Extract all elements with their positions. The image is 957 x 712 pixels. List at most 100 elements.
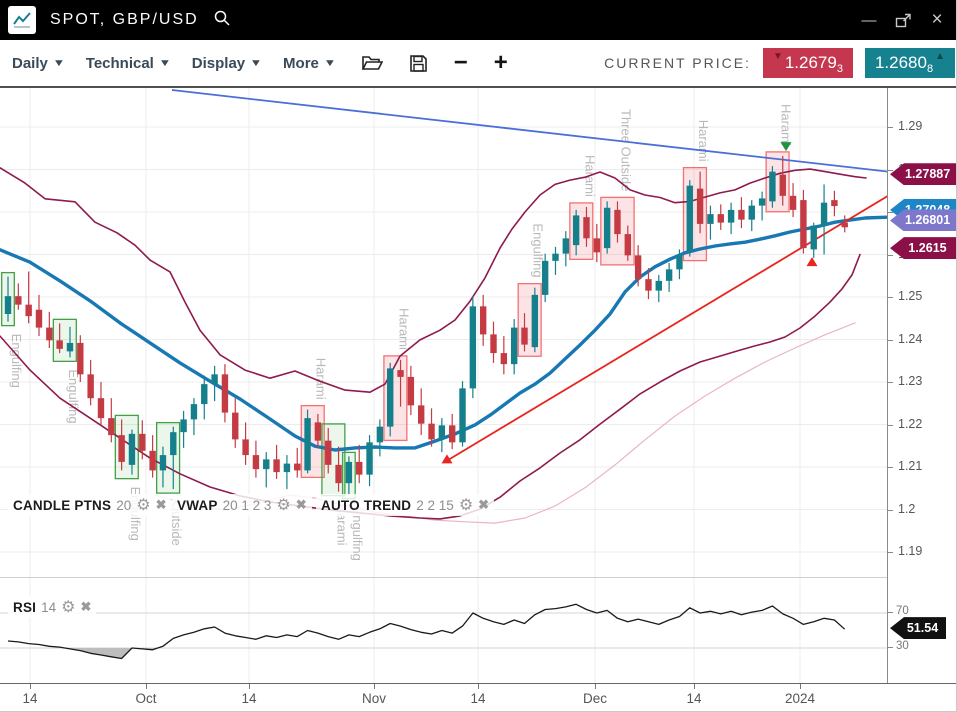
price-axis[interactable]: 1.291.281.271.261.251.241.231.221.211.21… (887, 88, 956, 683)
candle-body (170, 432, 177, 456)
candle-body (325, 440, 332, 465)
gear-icon[interactable]: ⚙ (136, 497, 151, 514)
time-axis[interactable]: 14 Oct 14 Nov 14 Dec 14 2024 (0, 683, 956, 711)
time-tick (694, 684, 695, 689)
price-tag-badge[interactable]: 1.2615 (890, 237, 956, 260)
more-dropdown[interactable]: More ▼ (283, 54, 337, 72)
bid-price-value: 1.2679 (784, 53, 837, 72)
time-tick-label: 14 (241, 691, 257, 706)
indicator-line (0, 253, 861, 520)
ask-price-badge[interactable]: 1.2680 8 ▲ (864, 48, 955, 78)
price-tick (888, 212, 893, 213)
arrow-down-icon: ▼ (772, 51, 783, 62)
remove-icon[interactable]: ✖ (155, 497, 167, 512)
candle-body (510, 327, 518, 365)
popout-icon[interactable] (889, 8, 917, 32)
price-tick (888, 552, 893, 553)
chevron-down-icon: ▼ (249, 57, 263, 69)
time-tick (249, 684, 250, 689)
technical-dropdown[interactable]: Technical ▼ (85, 54, 172, 72)
bid-price-badge[interactable]: ▼ 1.2679 3 (762, 48, 853, 78)
candle-body (521, 327, 528, 345)
rsi-chart[interactable] (0, 578, 887, 683)
price-tick (888, 424, 893, 426)
candle-body (77, 342, 84, 375)
candle-body (252, 455, 260, 470)
indicator-params: 14 (41, 599, 57, 615)
candle-body (572, 215, 580, 246)
remove-icon[interactable]: ✖ (295, 497, 307, 512)
candle-body (645, 279, 652, 291)
candle-body (376, 426, 384, 443)
candle-body (149, 450, 156, 471)
pattern-label: Engulfing (531, 223, 546, 277)
candle-body (634, 255, 642, 280)
candle-body (294, 463, 301, 471)
trendline-resistance[interactable] (171, 89, 887, 173)
candle-body (758, 198, 766, 206)
gear-icon[interactable]: ⚙ (276, 497, 291, 514)
indicator-row-vwap: VWAP 20 1 2 3 ⚙ ✖ (172, 494, 312, 516)
candle-body (15, 296, 22, 305)
indicator-name: RSI (13, 599, 37, 615)
candle-body (583, 217, 590, 239)
indicator-row-candle-patterns: CANDLE PTNS 20 ⚙ ✖ (8, 494, 172, 516)
price-tag-badge[interactable]: 1.27887 (890, 163, 956, 186)
candle-body (438, 425, 446, 440)
price-tick-label: 1.19 (898, 544, 923, 558)
candle-body (841, 222, 848, 228)
candle-body (283, 463, 291, 473)
candle-body (211, 374, 218, 385)
candle-body (35, 309, 43, 328)
close-icon[interactable]: × (931, 9, 943, 30)
remove-icon[interactable]: ✖ (478, 497, 490, 512)
rsi-value-badge[interactable]: 51.54 (890, 617, 946, 640)
time-tick-label: 14 (22, 691, 38, 706)
indicator-row-auto-trend: AUTO TREND 2 2 15 ⚙ ✖ (316, 494, 495, 516)
current-price-label: CURRENT PRICE: (604, 55, 751, 71)
candle-body (418, 405, 425, 424)
window-title: SPOT, GBP/USD (50, 11, 199, 28)
candle-body (707, 214, 714, 224)
candle-body (696, 188, 704, 224)
price-tick (888, 127, 893, 128)
gear-icon[interactable]: ⚙ (61, 599, 76, 616)
candle-body (593, 238, 601, 253)
price-tick (888, 169, 893, 171)
pattern-label: Harami (696, 120, 711, 162)
candle-body (159, 455, 167, 471)
search-icon[interactable] (213, 9, 231, 32)
gear-icon[interactable]: ⚙ (458, 497, 474, 514)
indicator-name: CANDLE PTNS (13, 497, 112, 513)
folder-open-icon[interactable] (361, 54, 383, 72)
arrow-up-icon: ▲ (935, 51, 945, 62)
candle-body (717, 214, 724, 223)
candle-body (66, 342, 74, 352)
candle-body (4, 296, 12, 314)
candle-body (232, 412, 239, 440)
remove-icon[interactable]: ✖ (80, 599, 92, 614)
candle-body (97, 398, 105, 419)
save-icon[interactable] (409, 54, 428, 73)
chevron-down-icon: ▼ (52, 57, 66, 69)
zoom-out-icon[interactable]: − (453, 49, 468, 76)
candle-body (800, 200, 807, 249)
candle-body (748, 205, 755, 220)
candle-body (490, 334, 497, 354)
minimize-icon[interactable]: — (861, 11, 877, 29)
price-tag-badge[interactable]: 1.26801 (890, 209, 956, 232)
zoom-in-icon[interactable]: + (493, 49, 508, 76)
candle-body (552, 253, 559, 261)
indicator-params: 2 2 15 (416, 497, 454, 513)
display-dropdown[interactable]: Display ▼ (191, 54, 263, 72)
chevron-down-icon: ▼ (323, 57, 337, 69)
timeframe-dropdown[interactable]: Daily ▼ (12, 54, 66, 72)
ask-price-value: 1.2680 (874, 53, 927, 72)
price-tick (888, 509, 893, 511)
price-tick (888, 339, 893, 341)
candle-body (221, 374, 229, 413)
time-tick-label: 2024 (784, 691, 816, 706)
candle-body (665, 269, 673, 281)
candle-body (428, 423, 435, 440)
